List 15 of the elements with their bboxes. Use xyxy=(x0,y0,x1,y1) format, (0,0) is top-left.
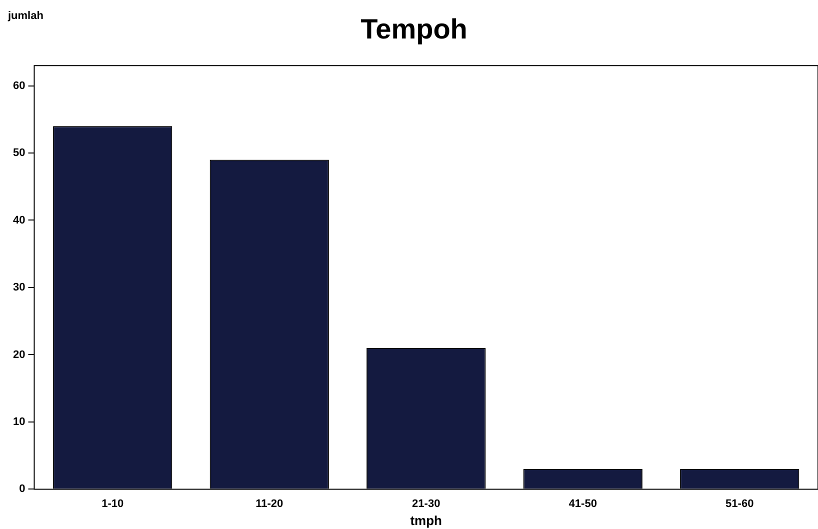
y-tick-label: 30 xyxy=(12,282,26,294)
y-tick-label: 10 xyxy=(12,416,26,428)
x-tick-label: 1-10 xyxy=(102,498,124,510)
x-tick-label: 41-50 xyxy=(568,498,597,510)
y-axis-title: jumlah xyxy=(7,10,44,22)
x-tick-label: 11-20 xyxy=(256,498,284,510)
y-tick-label: 40 xyxy=(12,214,26,226)
chart-title: Tempoh xyxy=(360,14,468,45)
y-tick-label: 60 xyxy=(12,80,26,92)
x-tick-label: 51-60 xyxy=(726,498,754,510)
y-tick-label: 50 xyxy=(12,147,26,160)
y-tick-label: 20 xyxy=(12,348,26,361)
x-axis-title: tmph xyxy=(410,512,442,528)
y-tick-label: 0 xyxy=(19,483,26,496)
x-tick-label: 21-30 xyxy=(412,498,440,510)
